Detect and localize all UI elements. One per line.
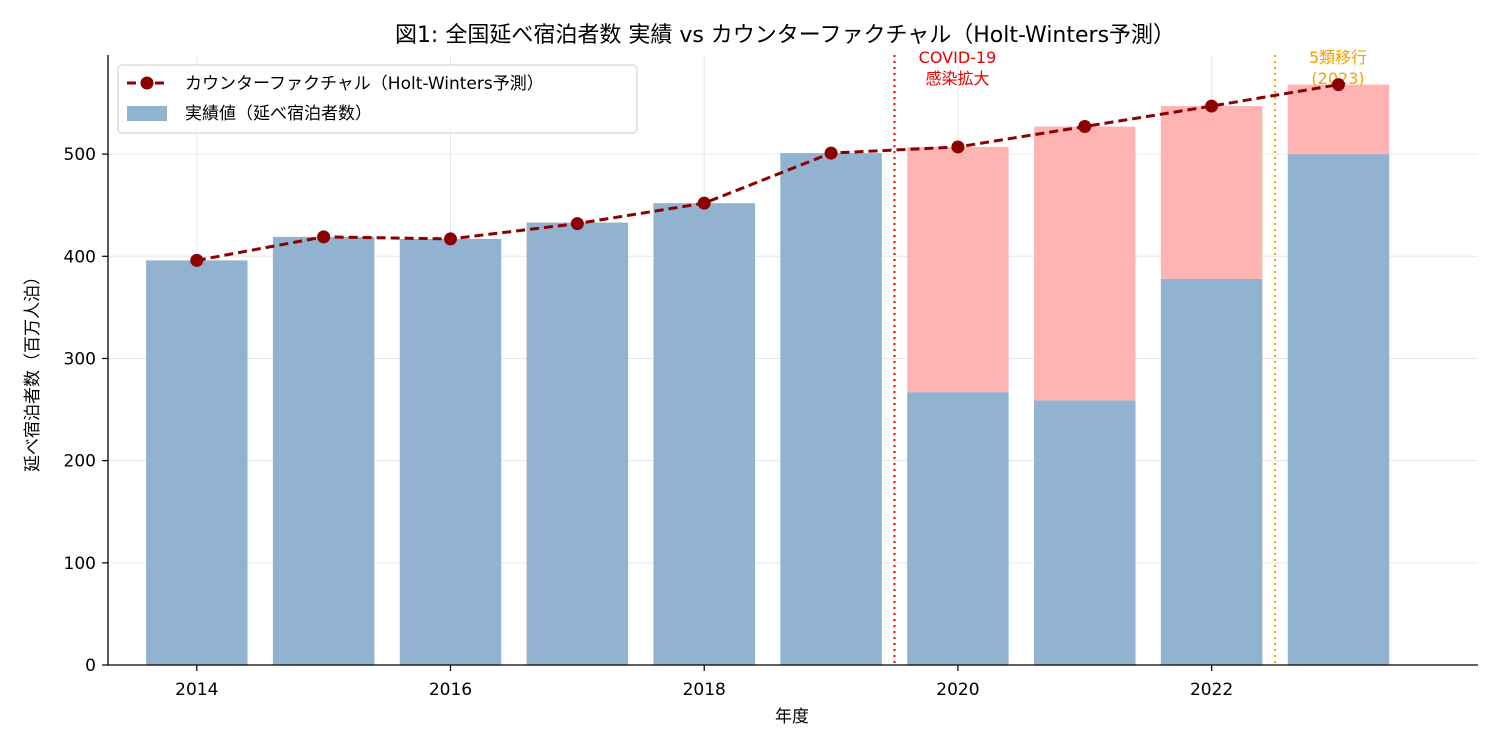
y-tick-label: 100	[64, 554, 96, 574]
y-tick-label: 200	[64, 452, 96, 472]
x-tick-label: 2016	[429, 680, 472, 700]
annotation-text-0-1: 感染拡大	[925, 69, 989, 88]
counterfactual-polyline	[196, 83, 1339, 262]
y-tick-label: 400	[64, 247, 96, 267]
bar-gap-2020	[907, 146, 1009, 393]
y-axis-label: 延べ宿泊者数（百万人泊）	[23, 268, 43, 472]
counterfactual-point-2018	[697, 196, 711, 210]
counterfactual-point-2016	[444, 232, 457, 246]
counterfactual-line	[190, 78, 1345, 267]
legend-box	[117, 64, 638, 134]
bar-actual-2016	[399, 238, 502, 665]
legend-label-actual: 実績値（延べ宿泊者数）	[185, 104, 372, 124]
x-tick-label: 2022	[1190, 680, 1233, 700]
bar-actual-2019	[780, 153, 882, 665]
legend: カウンターファクチャル（Holt-Winters予測） 実績値（延べ宿泊者数）	[117, 64, 638, 134]
x-tick-label: 2020	[936, 680, 979, 700]
counterfactual-point-2021	[1078, 120, 1092, 134]
x-tick-label: 2014	[175, 680, 218, 700]
x-tick-label: 2018	[683, 680, 726, 700]
bar-actual-2020	[907, 392, 1009, 665]
bar-gap-2023	[1287, 84, 1390, 155]
bars	[146, 84, 1390, 666]
y-tick-label: 500	[64, 145, 96, 165]
legend-bar-swatch	[127, 106, 167, 121]
annotation-text-1-0: 5類移行	[1309, 48, 1367, 67]
chart-title: 図1: 全国延べ宿泊者数 実績 vs カウンターファクチャル（Holt-Wint…	[395, 23, 1175, 48]
bar-actual-2023	[1287, 154, 1390, 665]
bar-actual-2021	[1034, 400, 1136, 665]
bar-actual-2018	[653, 203, 755, 665]
bar-gap-2021	[1034, 126, 1136, 401]
counterfactual-point-2020	[951, 140, 965, 154]
legend-label-counterfactual: カウンターファクチャル（Holt-Winters予測）	[185, 74, 544, 94]
x-axis-label: 年度	[775, 707, 809, 727]
bar-gap-2022	[1160, 106, 1263, 279]
counterfactual-point-2022	[1205, 99, 1219, 113]
y-tick-label: 300	[64, 349, 96, 369]
counterfactual-point-2019	[824, 146, 838, 160]
counterfactual-point-2015	[317, 230, 331, 244]
legend-line-marker	[140, 76, 154, 90]
counterfactual-point-2017	[570, 217, 584, 231]
bar-actual-2022	[1160, 278, 1263, 665]
bar-actual-2014	[146, 260, 248, 665]
bar-actual-2015	[272, 236, 375, 666]
counterfactual-point-2023	[1331, 78, 1345, 92]
y-tick-label: 0	[85, 656, 96, 676]
annotation-text-0-0: COVID-19	[919, 48, 997, 67]
axes: 0 100 200 300 400 500 2014 2016 2018 2020 2022	[64, 55, 1478, 700]
counterfactual-point-2014	[190, 253, 204, 267]
bar-actual-2017	[526, 222, 629, 666]
